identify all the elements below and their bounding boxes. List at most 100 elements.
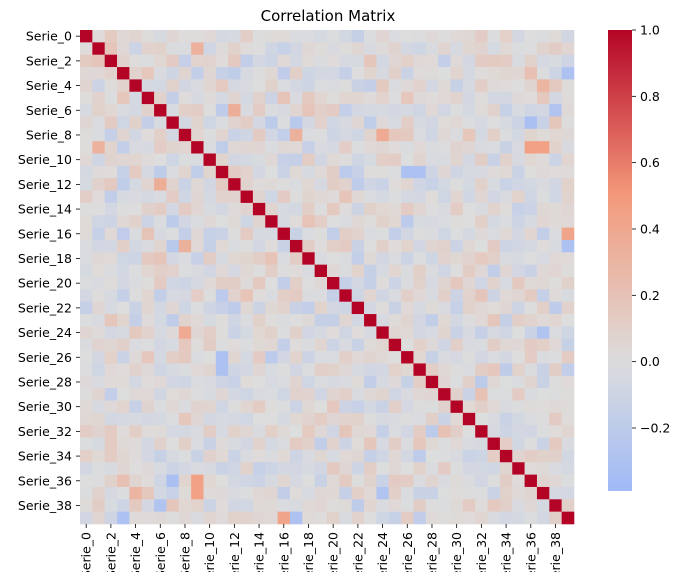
heatmap-cell	[401, 42, 414, 55]
heatmap-cell	[327, 400, 340, 414]
heatmap-cell	[401, 388, 414, 401]
heatmap-cell	[277, 301, 291, 315]
heatmap-cell	[425, 338, 439, 352]
heatmap-cell	[228, 141, 241, 154]
heatmap-cell	[178, 79, 192, 93]
heatmap-cell	[80, 437, 93, 451]
heatmap-cell	[475, 363, 488, 377]
heatmap-cell	[215, 91, 229, 105]
heatmap-cell	[425, 190, 439, 204]
heatmap-cell	[228, 165, 241, 179]
heatmap-cell	[314, 202, 328, 216]
heatmap-cell	[240, 314, 254, 327]
heatmap-cell	[425, 165, 439, 179]
heatmap-cell	[154, 375, 167, 389]
heatmap-cell	[364, 165, 377, 179]
heatmap-cell	[141, 338, 155, 352]
heatmap-cell	[401, 375, 414, 389]
heatmap-cell	[314, 289, 328, 302]
heatmap-cell	[376, 67, 390, 80]
heatmap-cell	[487, 239, 501, 253]
heatmap-cell	[240, 227, 254, 241]
heatmap-cell	[154, 190, 167, 204]
heatmap-cell	[413, 351, 427, 364]
heatmap-cell	[203, 400, 217, 414]
heatmap-cell	[512, 67, 525, 80]
heatmap-cell	[141, 215, 155, 228]
heatmap-cell	[327, 338, 340, 352]
heatmap-cell	[450, 54, 464, 68]
heatmap-cell	[487, 79, 501, 93]
heatmap-cell	[289, 190, 303, 204]
heatmap-cell	[203, 425, 217, 438]
heatmap-cell	[203, 338, 217, 352]
heatmap-cell	[141, 277, 155, 290]
heatmap-cell	[536, 388, 550, 401]
heatmap-cell	[129, 425, 143, 438]
heatmap-cell	[401, 449, 414, 463]
heatmap-cell	[351, 252, 365, 265]
heatmap-cell	[203, 202, 217, 216]
heatmap-cell	[215, 30, 229, 43]
heatmap-cell	[364, 462, 377, 475]
heatmap-cell	[166, 141, 180, 154]
heatmap-cell	[252, 351, 266, 364]
heatmap-cell	[438, 116, 451, 130]
heatmap-cell	[252, 301, 266, 315]
heatmap-cell	[425, 388, 439, 401]
heatmap-cell	[450, 91, 464, 105]
heatmap-cell	[388, 388, 402, 401]
heatmap-cell	[376, 30, 390, 43]
heatmap-cell	[438, 338, 451, 352]
heatmap-cell	[388, 153, 402, 167]
heatmap-cell	[104, 474, 118, 488]
heatmap-cell	[265, 30, 278, 43]
heatmap-cell	[154, 54, 167, 68]
heatmap-cell	[203, 486, 217, 500]
heatmap-cell	[351, 202, 365, 216]
heatmap-cell	[549, 91, 562, 105]
heatmap-cell	[524, 388, 538, 401]
heatmap-cell	[499, 215, 513, 228]
heatmap-cell	[104, 388, 118, 401]
heatmap-cell	[376, 338, 390, 352]
heatmap-cell	[327, 277, 340, 290]
heatmap-cell	[80, 91, 93, 105]
heatmap-cell	[154, 227, 167, 241]
heatmap-cell	[215, 153, 229, 167]
heatmap-cell	[364, 128, 377, 142]
heatmap-cell	[178, 42, 192, 55]
heatmap-cell	[92, 474, 105, 488]
row-tick-label: Serie_6	[26, 103, 72, 118]
heatmap-cell	[561, 314, 575, 327]
heatmap-cell	[289, 128, 303, 142]
heatmap-cell	[561, 153, 575, 167]
heatmap-cell	[203, 128, 217, 142]
heatmap-cell	[166, 190, 180, 204]
heatmap-cell	[401, 264, 414, 278]
heatmap-cell	[92, 54, 105, 68]
heatmap-cell	[376, 91, 390, 105]
heatmap-cell	[339, 499, 352, 512]
heatmap-cell	[178, 314, 192, 327]
heatmap-cell	[327, 190, 340, 204]
heatmap-cell	[388, 375, 402, 389]
heatmap-cell	[327, 91, 340, 105]
heatmap-cell	[203, 239, 217, 253]
heatmap-cell	[549, 412, 562, 426]
row-tick-labels: Serie_0Serie_2Serie_4Serie_6Serie_8Serie…	[18, 29, 80, 513]
heatmap-cell	[178, 449, 192, 463]
heatmap-cell	[364, 375, 377, 389]
heatmap-cell	[401, 252, 414, 265]
heatmap-cell	[536, 486, 550, 500]
heatmap-cell	[203, 462, 217, 475]
heatmap-cell	[129, 499, 143, 512]
heatmap-cell	[92, 486, 105, 500]
heatmap-cell	[401, 412, 414, 426]
heatmap-cell	[92, 375, 105, 389]
heatmap-cell	[364, 79, 377, 93]
heatmap-cell	[104, 326, 118, 340]
heatmap-cell	[364, 301, 377, 315]
heatmap-cell	[401, 326, 414, 340]
heatmap-cell	[117, 486, 130, 500]
